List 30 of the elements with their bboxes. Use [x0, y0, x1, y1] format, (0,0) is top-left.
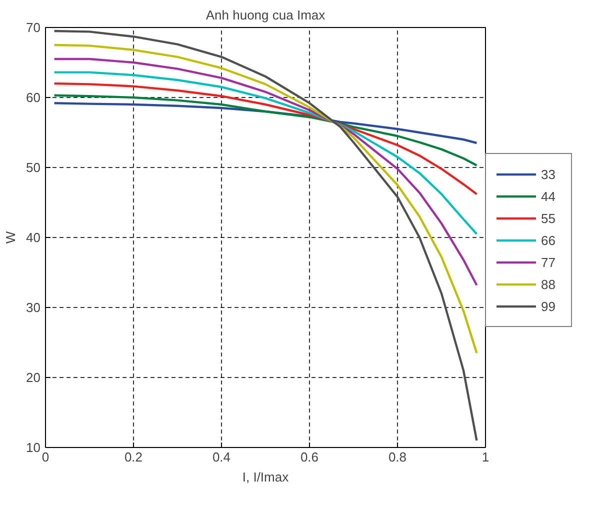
line-series: [53, 30, 478, 442]
y-tick-label: 20: [26, 370, 41, 385]
legend-label: 33: [541, 166, 556, 182]
y-axis-title: W: [3, 230, 18, 244]
legend-label: 99: [541, 298, 556, 314]
y-tick-label: 10: [26, 440, 41, 455]
x-axis-title: I, I/Imax: [242, 470, 290, 484]
y-tick-label: 60: [26, 90, 41, 105]
y-tick-label: 30: [26, 300, 41, 315]
legend-label: 66: [541, 232, 556, 248]
line-series: [53, 71, 478, 236]
legend-label: 44: [541, 188, 556, 204]
chart-title: Anh huong cua Imax: [206, 8, 326, 22]
line-series: [53, 58, 478, 286]
line-series: [53, 82, 478, 196]
y-tick-label: 40: [26, 230, 41, 245]
x-tick-label: 0.2: [124, 450, 143, 464]
y-tick-label: 70: [26, 20, 41, 35]
line-series: [53, 102, 478, 144]
legend-label: 55: [541, 210, 556, 226]
x-tick-label: 0: [42, 450, 50, 464]
x-tick-label: 0.8: [388, 450, 407, 464]
x-tick-label: 1: [482, 450, 490, 464]
legend-label: 88: [541, 276, 556, 292]
line-series: [53, 44, 478, 354]
line-series: [53, 94, 478, 166]
y-tick-label: 50: [26, 160, 41, 175]
x-tick-label: 0.4: [212, 450, 231, 464]
x-tick-label: 0.6: [300, 450, 319, 464]
legend-label: 77: [541, 254, 556, 270]
